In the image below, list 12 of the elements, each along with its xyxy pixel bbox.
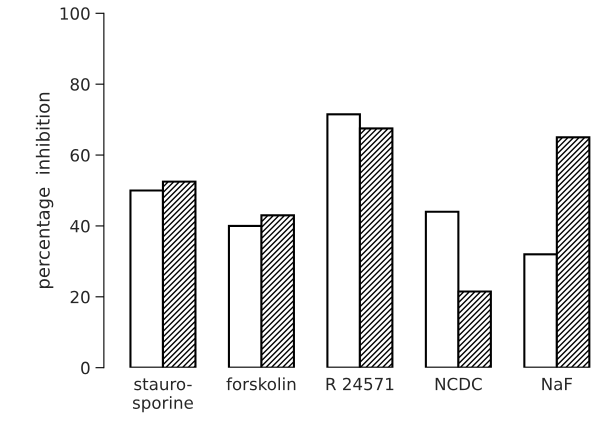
x-tick-label: R 24571 (326, 378, 394, 390)
y-tick-label: 0 (81, 362, 90, 374)
y-tick-label: 40 (70, 220, 90, 232)
y-tick-label: 80 (70, 78, 90, 91)
y-axis-title: percentage inhibition (36, 92, 54, 288)
x-tick-label: stauro- sporine (132, 378, 193, 412)
x-tick-label: forskolin (226, 377, 296, 390)
x-tick-label: NCDC (436, 378, 482, 390)
y-tick-label: 100 (60, 7, 90, 20)
y-tick-label: 20 (70, 290, 90, 304)
y-tick-label: 60 (70, 149, 90, 162)
x-tick-label: NaF (542, 378, 572, 390)
